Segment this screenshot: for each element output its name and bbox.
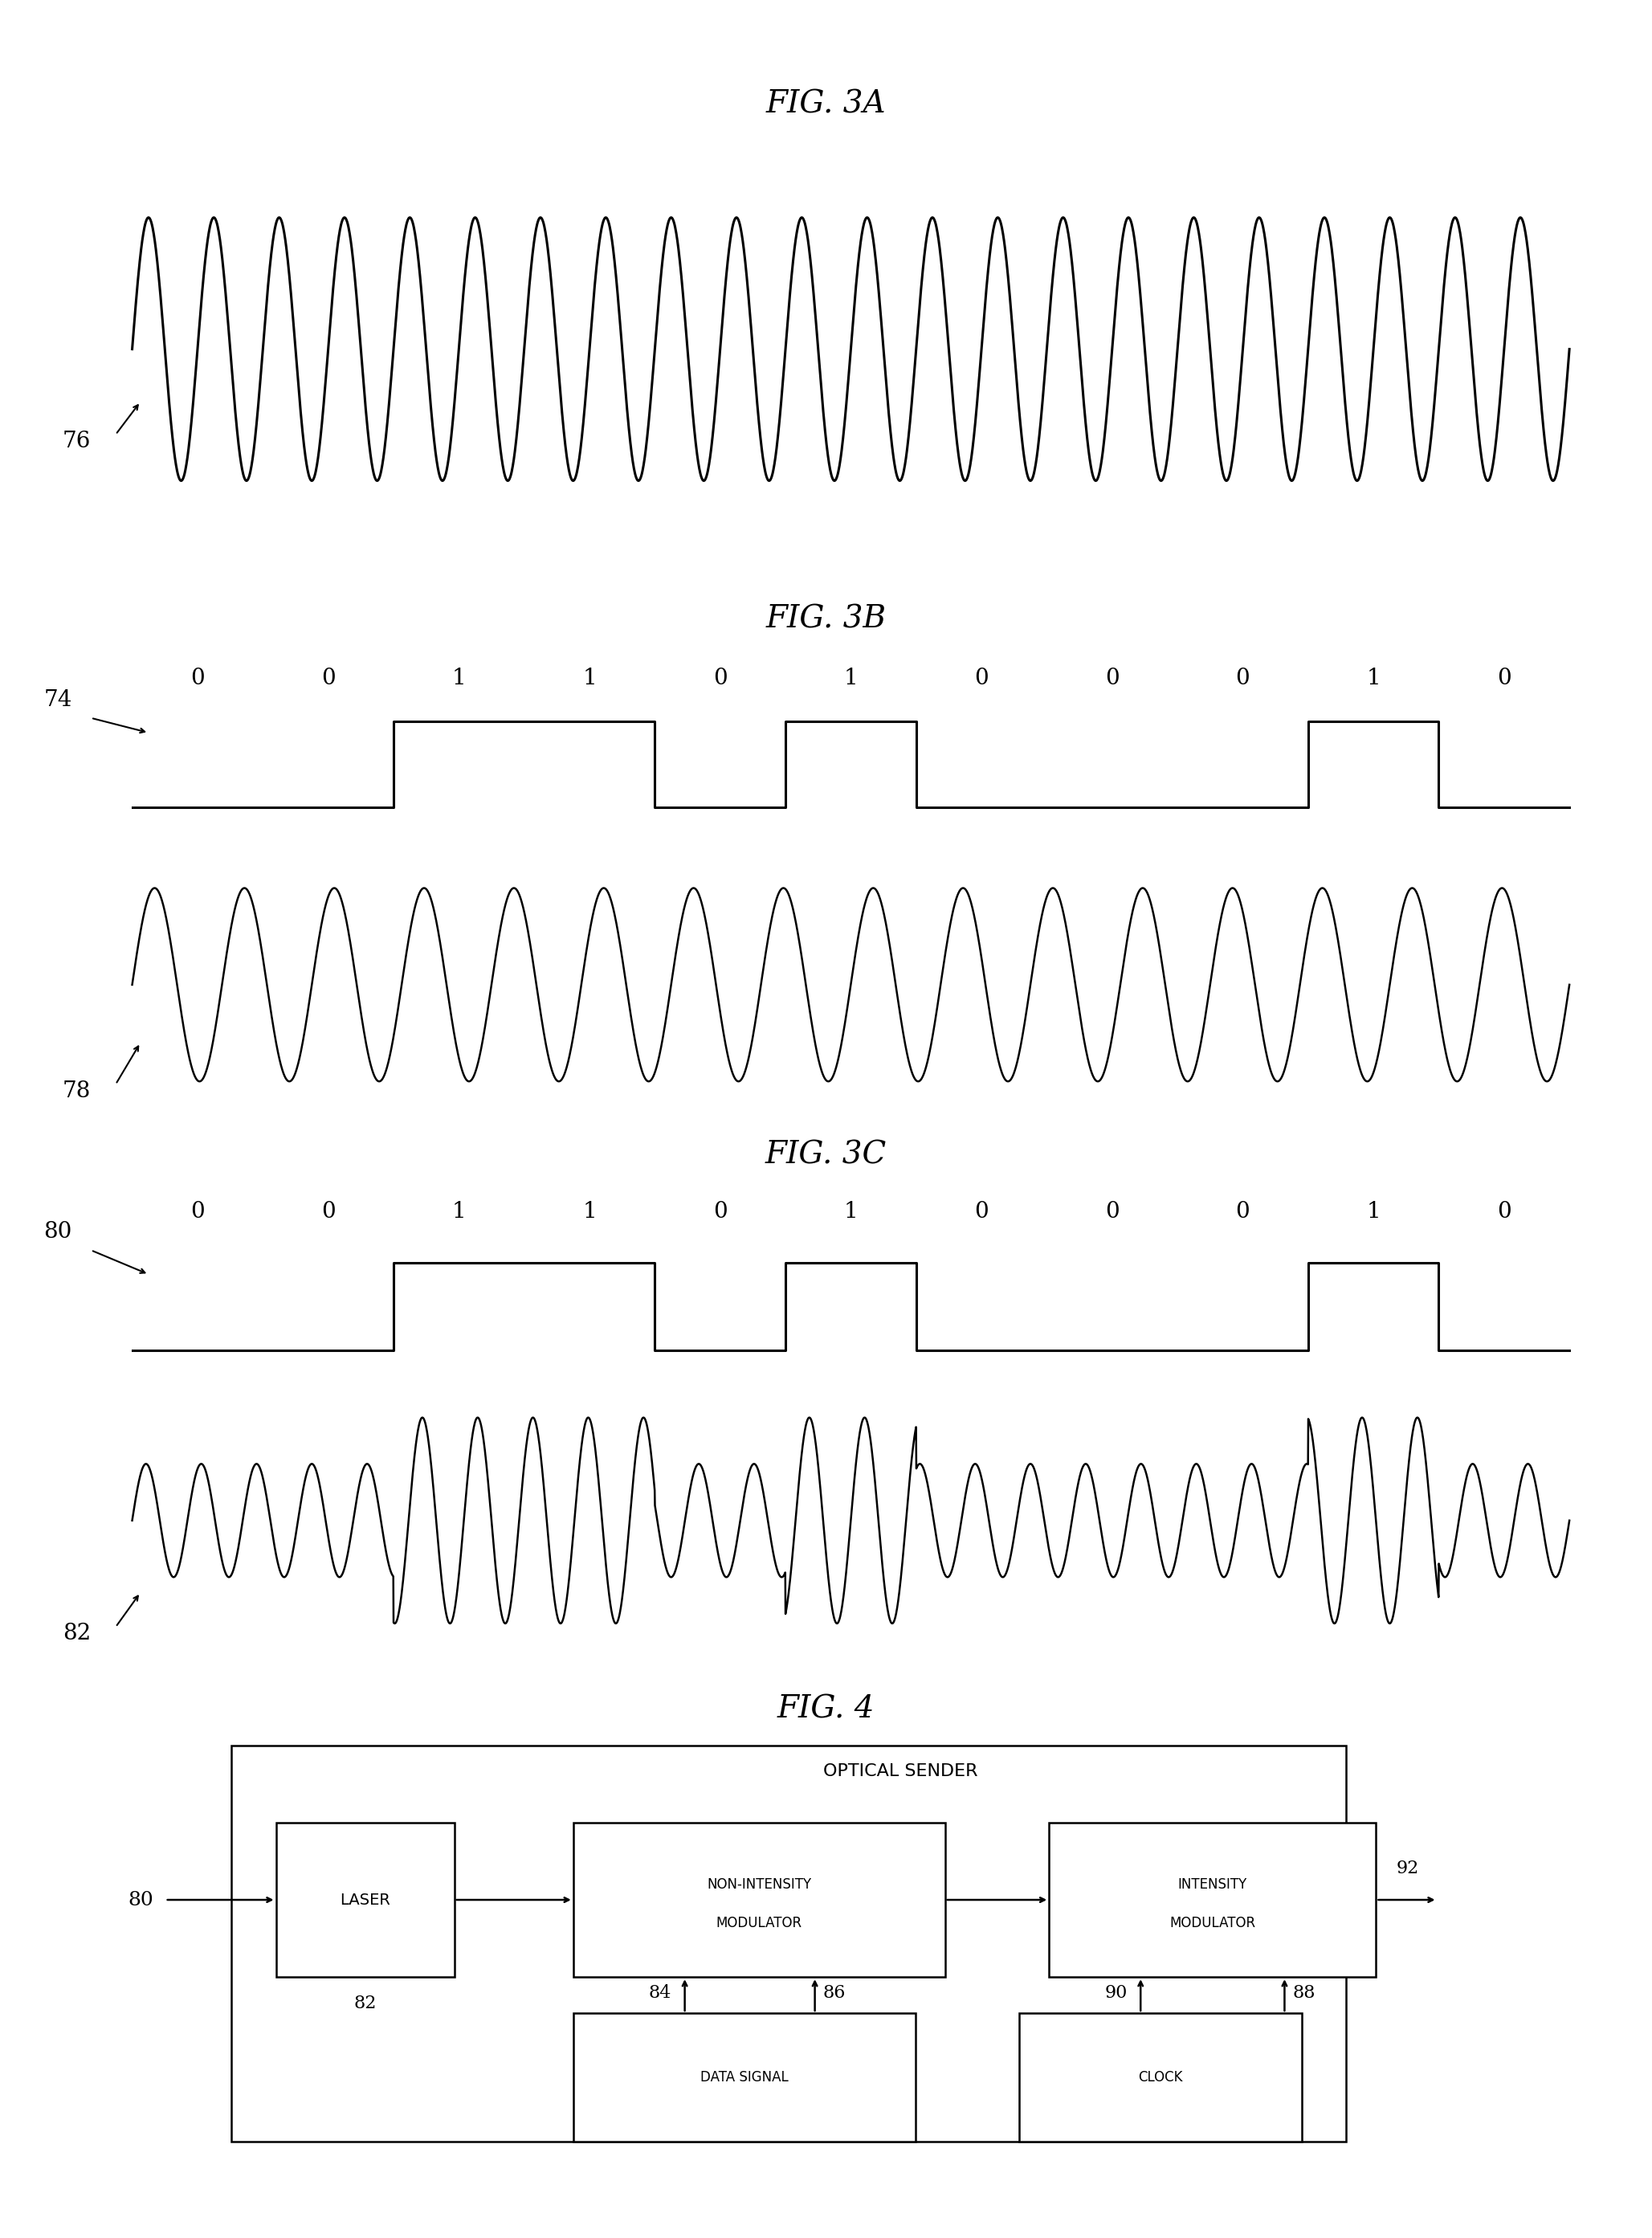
Text: 0: 0 xyxy=(1236,1202,1251,1222)
Text: 82: 82 xyxy=(63,1623,91,1645)
Text: 76: 76 xyxy=(63,430,91,452)
Text: 1: 1 xyxy=(451,667,466,689)
Text: 0: 0 xyxy=(1105,1202,1118,1222)
Text: 74: 74 xyxy=(43,689,73,712)
Text: LASER: LASER xyxy=(340,1891,390,1907)
Text: 78: 78 xyxy=(63,1081,91,1101)
Bar xyxy=(276,1822,454,1976)
Text: 1: 1 xyxy=(451,1202,466,1222)
Text: MODULATOR: MODULATOR xyxy=(715,1916,803,1929)
Text: 80: 80 xyxy=(43,1222,73,1242)
Text: FIG. 3B: FIG. 3B xyxy=(767,604,885,633)
Text: FIG. 4: FIG. 4 xyxy=(776,1694,876,1723)
Text: 1: 1 xyxy=(583,1202,596,1222)
Text: 0: 0 xyxy=(714,1202,727,1222)
Text: 1: 1 xyxy=(1366,1202,1381,1222)
Text: 0: 0 xyxy=(975,1202,988,1222)
Text: FIG. 3C: FIG. 3C xyxy=(765,1139,887,1170)
Text: DATA SIGNAL: DATA SIGNAL xyxy=(700,2070,788,2084)
Bar xyxy=(1049,1822,1376,1976)
Text: 0: 0 xyxy=(1105,667,1118,689)
Text: CLOCK: CLOCK xyxy=(1138,2070,1183,2084)
Text: 0: 0 xyxy=(190,1202,205,1222)
Text: 82: 82 xyxy=(354,1994,377,2012)
Text: MODULATOR: MODULATOR xyxy=(1170,1916,1256,1929)
Text: 88: 88 xyxy=(1294,1985,1315,2001)
Text: OPTICAL SENDER: OPTICAL SENDER xyxy=(823,1764,978,1779)
Bar xyxy=(1019,2014,1302,2142)
Text: 1: 1 xyxy=(844,1202,857,1222)
Text: 84: 84 xyxy=(649,1985,671,2001)
Text: 0: 0 xyxy=(975,667,988,689)
Text: INTENSITY: INTENSITY xyxy=(1178,1878,1247,1891)
Text: 90: 90 xyxy=(1105,1985,1127,2001)
Text: 0: 0 xyxy=(320,667,335,689)
Text: 0: 0 xyxy=(1497,667,1512,689)
Text: 1: 1 xyxy=(583,667,596,689)
Text: 1: 1 xyxy=(844,667,857,689)
Text: FIG. 3A: FIG. 3A xyxy=(767,90,885,119)
Bar xyxy=(573,2014,915,2142)
Text: 92: 92 xyxy=(1396,1860,1419,1878)
Text: 80: 80 xyxy=(127,1891,154,1909)
Text: 1: 1 xyxy=(1366,667,1381,689)
Text: 0: 0 xyxy=(320,1202,335,1222)
Bar xyxy=(573,1822,945,1976)
Bar xyxy=(231,1746,1346,2142)
Text: 0: 0 xyxy=(190,667,205,689)
Text: 86: 86 xyxy=(823,1985,846,2001)
Text: NON-INTENSITY: NON-INTENSITY xyxy=(707,1878,811,1891)
Text: 0: 0 xyxy=(1236,667,1251,689)
Text: 0: 0 xyxy=(1497,1202,1512,1222)
Text: 0: 0 xyxy=(714,667,727,689)
